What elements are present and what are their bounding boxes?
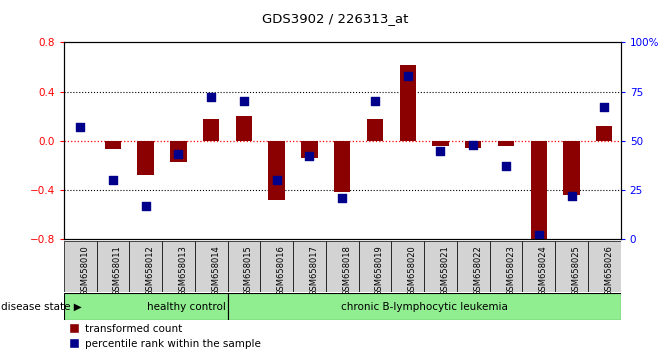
Point bbox=[599, 104, 610, 110]
Text: GSM658019: GSM658019 bbox=[375, 245, 384, 296]
Bar bbox=[326, 241, 358, 292]
Point bbox=[74, 124, 85, 130]
Bar bbox=[293, 241, 326, 292]
Point bbox=[107, 177, 118, 183]
Bar bbox=[596, 126, 613, 141]
Text: GSM658014: GSM658014 bbox=[211, 245, 220, 296]
Text: GSM658024: GSM658024 bbox=[539, 245, 548, 296]
Text: disease state ▶: disease state ▶ bbox=[1, 302, 82, 312]
Point bbox=[239, 98, 250, 104]
Bar bbox=[358, 241, 391, 292]
Point bbox=[435, 148, 446, 153]
Bar bbox=[424, 241, 457, 292]
Text: GSM658015: GSM658015 bbox=[244, 245, 253, 296]
Text: GSM658012: GSM658012 bbox=[146, 245, 154, 296]
Bar bbox=[170, 141, 187, 161]
Bar bbox=[195, 241, 227, 292]
Bar bbox=[334, 141, 350, 192]
Bar bbox=[399, 64, 416, 141]
Text: GSM658016: GSM658016 bbox=[276, 245, 286, 296]
Text: GSM658017: GSM658017 bbox=[309, 245, 319, 296]
Bar bbox=[203, 119, 219, 141]
Text: GSM658021: GSM658021 bbox=[440, 245, 450, 296]
Point bbox=[271, 177, 282, 183]
Bar bbox=[367, 119, 383, 141]
Bar bbox=[457, 241, 490, 292]
Bar bbox=[465, 141, 481, 148]
Bar bbox=[523, 241, 555, 292]
Point bbox=[501, 164, 511, 169]
Bar bbox=[64, 293, 227, 320]
Bar bbox=[531, 141, 547, 241]
Bar bbox=[391, 241, 424, 292]
Text: GSM658018: GSM658018 bbox=[342, 245, 351, 296]
Text: GSM658023: GSM658023 bbox=[506, 245, 515, 296]
Bar bbox=[64, 241, 97, 292]
Text: GSM658022: GSM658022 bbox=[473, 245, 482, 296]
Text: GSM658020: GSM658020 bbox=[408, 245, 417, 296]
Point bbox=[370, 98, 380, 104]
Text: GSM658025: GSM658025 bbox=[572, 245, 580, 296]
Bar bbox=[268, 141, 285, 200]
Text: GSM658010: GSM658010 bbox=[80, 245, 89, 296]
Point bbox=[304, 154, 315, 159]
Point bbox=[566, 193, 577, 199]
Bar bbox=[301, 141, 317, 158]
Point bbox=[403, 73, 413, 79]
Text: chronic B-lymphocytic leukemia: chronic B-lymphocytic leukemia bbox=[341, 302, 507, 312]
Bar bbox=[564, 141, 580, 195]
Bar bbox=[490, 241, 523, 292]
Bar bbox=[162, 241, 195, 292]
Point bbox=[206, 95, 217, 100]
Bar bbox=[138, 141, 154, 175]
Bar bbox=[236, 116, 252, 141]
Bar bbox=[260, 241, 293, 292]
Bar bbox=[227, 293, 621, 320]
Bar bbox=[555, 241, 588, 292]
Point bbox=[140, 203, 151, 209]
Bar bbox=[498, 141, 514, 145]
Point bbox=[533, 232, 544, 238]
Bar bbox=[130, 241, 162, 292]
Point bbox=[337, 195, 348, 200]
Point bbox=[468, 142, 478, 148]
Text: GSM658011: GSM658011 bbox=[113, 245, 122, 296]
Bar bbox=[432, 141, 449, 145]
Bar bbox=[105, 141, 121, 149]
Legend: transformed count, percentile rank within the sample: transformed count, percentile rank withi… bbox=[69, 324, 260, 349]
Bar bbox=[227, 241, 260, 292]
Bar bbox=[97, 241, 130, 292]
Text: GSM658026: GSM658026 bbox=[605, 245, 613, 296]
Bar bbox=[588, 241, 621, 292]
Text: GDS3902 / 226313_at: GDS3902 / 226313_at bbox=[262, 12, 409, 25]
Text: GSM658013: GSM658013 bbox=[178, 245, 187, 296]
Point bbox=[173, 152, 184, 157]
Text: healthy control: healthy control bbox=[147, 302, 226, 312]
